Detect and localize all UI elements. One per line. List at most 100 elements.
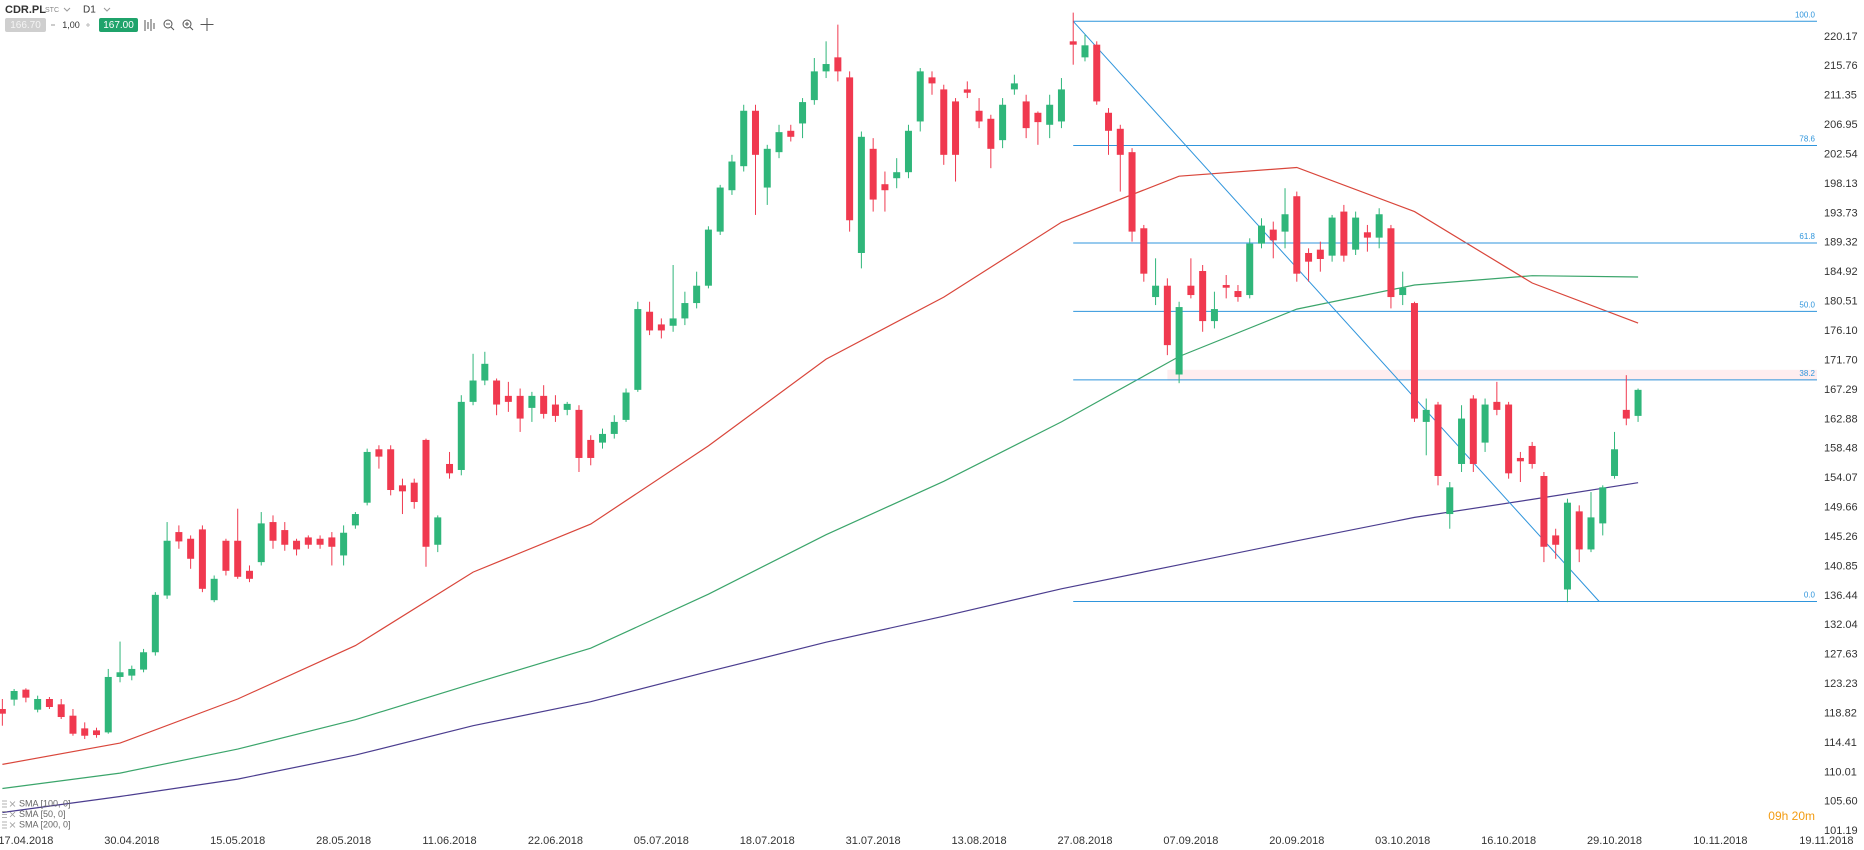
candle-body xyxy=(704,229,712,286)
x-tick-label: 13.08.2018 xyxy=(952,835,1007,847)
candle-body xyxy=(140,652,148,670)
candle-body xyxy=(1163,285,1171,346)
candle-body xyxy=(610,421,618,434)
x-tick-label: 16.10.2018 xyxy=(1481,835,1536,847)
chevron[interactable] xyxy=(103,7,111,12)
y-tick-label: 215.76 xyxy=(1824,60,1858,72)
legend-item[interactable]: SMA [200, 0] xyxy=(2,819,71,829)
candle-body xyxy=(928,77,936,84)
ask-price[interactable]: 167.00 xyxy=(103,20,134,31)
candle-body xyxy=(1152,285,1160,298)
candle-body xyxy=(1305,252,1313,262)
y-tick-label: 202.54 xyxy=(1824,148,1858,160)
candle-body xyxy=(646,311,654,331)
candle-body xyxy=(1399,287,1407,296)
candle-body xyxy=(1505,404,1513,474)
legend-menu-icon xyxy=(2,811,7,818)
y-tick-label: 110.01 xyxy=(1824,766,1857,778)
fib-trend xyxy=(1072,20,1600,602)
candle-body xyxy=(1010,83,1018,90)
symbol[interactable]: CDR.PL xyxy=(5,4,46,16)
y-tick-label: 114.41 xyxy=(1824,737,1857,749)
candle-body xyxy=(1622,409,1630,419)
candle-body xyxy=(834,57,842,72)
candle-body xyxy=(0,709,6,714)
y-tick-label: 176.10 xyxy=(1824,325,1858,337)
candle-body xyxy=(234,540,242,577)
x-tick-label: 07.09.2018 xyxy=(1163,835,1218,847)
candle-body xyxy=(245,570,253,579)
candle-body xyxy=(881,184,889,191)
candle-body xyxy=(1281,214,1289,232)
y-tick-label: 145.26 xyxy=(1824,531,1858,543)
y-tick-label: 198.13 xyxy=(1824,178,1858,190)
y-tick-label: 206.95 xyxy=(1824,119,1858,131)
candle-body xyxy=(822,64,830,72)
candle-body xyxy=(987,118,995,149)
candle-body xyxy=(693,285,701,304)
bid-price[interactable]: 166.70 xyxy=(10,20,41,31)
candle-body xyxy=(622,392,630,420)
y-tick-label: 127.63 xyxy=(1824,649,1858,661)
candle-body xyxy=(975,110,983,122)
candle-body xyxy=(963,89,971,93)
candle-body xyxy=(1116,128,1124,155)
candle-body xyxy=(1257,225,1265,244)
zoom-out-icon[interactable] xyxy=(163,19,173,29)
timeframe[interactable]: D1 xyxy=(83,5,96,16)
crosshair-icon[interactable] xyxy=(200,18,214,31)
quantity[interactable]: 1,00 xyxy=(62,20,80,30)
y-tick-label: 211.35 xyxy=(1824,90,1857,102)
bid-box[interactable] xyxy=(5,18,46,32)
x-tick-label: 05.07.2018 xyxy=(634,835,689,847)
candle-body xyxy=(81,728,89,736)
candle-body xyxy=(940,89,948,155)
candle-body xyxy=(716,187,724,232)
candle-body xyxy=(469,380,477,402)
zoom-in-icon[interactable] xyxy=(182,19,192,29)
candle-body xyxy=(528,395,536,408)
x-tick-label: 27.08.2018 xyxy=(1057,835,1112,847)
candle-body xyxy=(1140,228,1148,274)
fib-label: 78.6 xyxy=(1799,135,1815,144)
y-tick-label: 162.88 xyxy=(1824,413,1858,425)
candle-body xyxy=(904,130,912,173)
candle-body xyxy=(893,172,901,179)
candle-body xyxy=(763,148,771,188)
zoom-in-icon[interactable] xyxy=(185,22,194,31)
candle-body xyxy=(446,463,454,474)
candle-body xyxy=(187,538,195,559)
candle-body xyxy=(787,130,795,137)
chevron[interactable] xyxy=(63,7,71,12)
candle-body xyxy=(1634,389,1642,416)
candle-body xyxy=(1046,104,1054,125)
legend-item[interactable]: SMA [100, 0] xyxy=(2,798,71,808)
legend-item[interactable]: SMA [50, 0] xyxy=(2,809,66,819)
candle-body xyxy=(410,482,418,503)
candle-body xyxy=(257,523,265,563)
x-tick-label: 11.06.2018 xyxy=(422,835,476,847)
chart-type-icon[interactable] xyxy=(144,19,155,31)
x-tick-label: 03.10.2018 xyxy=(1375,835,1430,847)
y-tick-label: 132.04 xyxy=(1824,619,1858,631)
candle-body xyxy=(728,161,736,191)
candle-body xyxy=(1563,502,1571,590)
zoom-out-icon[interactable] xyxy=(166,23,175,31)
fib-label: 0.0 xyxy=(1804,591,1816,600)
x-tick-label: 10.11.2018 xyxy=(1693,835,1747,847)
candle-body xyxy=(587,439,595,458)
candle-body xyxy=(198,529,206,589)
y-tick-label: 136.44 xyxy=(1824,590,1858,602)
toolbar xyxy=(144,18,214,31)
legend-close-icon xyxy=(9,811,16,818)
candle-body xyxy=(363,451,371,503)
candle-body xyxy=(799,102,807,124)
candle-body xyxy=(1387,228,1395,298)
candle-body xyxy=(1293,196,1301,274)
y-tick-label: 158.48 xyxy=(1824,443,1858,455)
candle-body xyxy=(1128,152,1136,232)
ask-box[interactable] xyxy=(99,18,138,32)
candle-body xyxy=(1057,89,1065,122)
